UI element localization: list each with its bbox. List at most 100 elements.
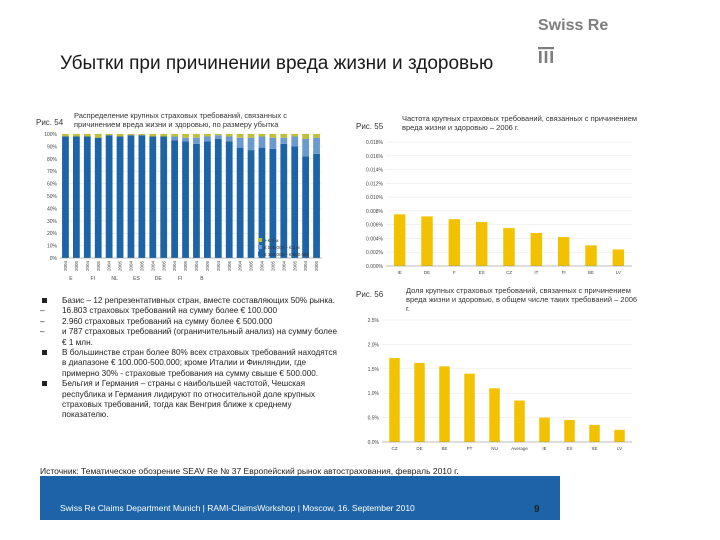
fig54-bar-segment xyxy=(203,141,211,258)
bullet-dash-icon: – xyxy=(40,306,45,316)
fig56-label: Рис. 56 xyxy=(356,290,384,299)
fig54-ytick-label: 80% xyxy=(47,157,58,163)
fig54-bar-segment xyxy=(149,134,157,137)
fig54-group-label: B xyxy=(200,276,204,282)
fig54-group-label: E xyxy=(69,276,73,282)
fig55-xtick-label: CZ xyxy=(506,270,512,275)
fig54-group-label: NL xyxy=(111,276,118,282)
fig56-xtick-label: DE xyxy=(416,446,422,451)
fig54-bar-segment xyxy=(160,134,168,137)
fig54-ytick-label: 70% xyxy=(47,169,58,175)
fig54-bar-segment xyxy=(291,146,299,258)
bullet-item: В большинстве стран более 80% всех страх… xyxy=(40,348,340,379)
bullet-text: 2.960 страховых требований на сумму боле… xyxy=(62,316,273,326)
fig54-bar-segment xyxy=(269,148,277,258)
fig54-bar-segment xyxy=(313,134,320,138)
bullet-text: 16.803 страховых требований на сумму бол… xyxy=(62,306,277,316)
fig54-bar-segment xyxy=(269,134,277,138)
fig56-xtick-label: LV xyxy=(617,446,622,451)
fig55-ytick-label: 0.016% xyxy=(366,154,384,160)
fig54-caption: Распределение крупных страховых требован… xyxy=(74,111,287,129)
fig54-bar-segment xyxy=(94,134,102,138)
fig54-xtick-label: 2005 xyxy=(96,261,101,272)
fig54-bar-segment xyxy=(214,134,222,136)
fig54-xtick-label: 2005 xyxy=(270,261,275,272)
fig56-xtick-label: PT xyxy=(467,446,473,451)
fig54-bar-segment xyxy=(127,135,135,258)
fig54-bar-segment xyxy=(258,147,266,258)
fig54-ytick-label: 50% xyxy=(47,194,58,200)
fig55-ytick-label: 0.012% xyxy=(366,181,384,187)
fig54-bar-segment xyxy=(182,137,189,142)
fig55-ytick-label: 0.004% xyxy=(366,236,384,242)
fig54-xtick-label: 2004 xyxy=(260,261,265,272)
fig54-bar-segment xyxy=(116,136,124,258)
fig55-ytick-label: 0.010% xyxy=(366,195,384,201)
fig55-ytick-label: 0.018% xyxy=(366,140,384,146)
fig54-xtick-label: 2005 xyxy=(249,261,254,272)
fig54-bar-segment xyxy=(247,137,255,151)
fig54-xtick-label: 2004 xyxy=(63,261,68,272)
fig54-bar-segment xyxy=(280,137,288,144)
fig55-bar xyxy=(530,232,543,266)
fig54-ytick-label: 90% xyxy=(47,144,58,150)
fig54-ytick-label: 40% xyxy=(47,206,58,212)
fig55-ytick-label: 0.002% xyxy=(366,250,384,256)
fig55-bar xyxy=(585,245,597,266)
fig55-xtick-label: IE xyxy=(398,270,402,275)
fig54-bar-segment xyxy=(72,134,80,137)
fig54-group-label: ES xyxy=(133,276,140,282)
fig56-ytick-label: 2.0% xyxy=(368,342,380,348)
bullet-square-icon xyxy=(40,348,54,358)
page-title: Убытки при причинении вреда жизни и здор… xyxy=(60,53,494,74)
fig54-bar-segment xyxy=(171,140,179,258)
fig54-xtick-label: 2004 xyxy=(194,261,199,272)
fig54-bar-segment xyxy=(247,134,255,138)
fig54-xtick-label: 2005 xyxy=(183,261,188,272)
fig54-bar-segment xyxy=(214,138,222,258)
fig56-xtick-label: Average xyxy=(511,446,528,451)
fig56-xtick-label: ES xyxy=(566,446,572,451)
fig56-chart: 0.0% 0.5% 1.0% 1.5% 2.0% 2.5% CZ DE BE PT NU Averag… xyxy=(368,318,632,451)
fig56-bar xyxy=(464,373,475,442)
fig54-bar-segment xyxy=(193,137,200,144)
fig54-bar-segment xyxy=(313,153,320,258)
fig56-caption: Доля крупных страховых требований, связа… xyxy=(406,286,638,313)
fig54-bar-segment xyxy=(225,141,233,258)
footer-text: Swiss Re Claims Department Munich | RAMI… xyxy=(60,503,415,513)
fig54-xtick-label: 2004 xyxy=(216,261,221,272)
fig55-ytick-label: 0.014% xyxy=(366,168,384,174)
fig55-xtick-label: DE xyxy=(424,270,430,275)
bullet-text: Базис – 12 репрезентативных стран, вмест… xyxy=(62,296,335,305)
fig54-xtick-label: 2005 xyxy=(118,261,123,272)
fig56-ytick-label: 0.0% xyxy=(368,440,380,446)
fig54-group-label: FI xyxy=(178,276,182,282)
fig54-group-label: DE xyxy=(155,276,163,282)
fig54-bar-segment xyxy=(280,134,288,138)
fig54-bar-segment xyxy=(72,136,80,258)
fig56-xtick-label: NU xyxy=(491,446,498,451)
bullet-item: Базис – 12 репрезентативных стран, вмест… xyxy=(40,296,340,306)
bullet-text: Бельгия и Германия – страны с наибольшей… xyxy=(62,379,316,420)
bullet-list: Базис – 12 репрезентативных стран, вмест… xyxy=(40,296,340,421)
fig54-bar-segment xyxy=(182,141,189,258)
bullet-text: В большинстве стран более 80% всех страх… xyxy=(62,348,337,378)
footer-bar: Swiss Re Claims Department Munich | RAMI… xyxy=(40,476,560,520)
fig56-bar xyxy=(539,417,550,442)
fig54-bar-segment xyxy=(62,136,69,258)
fig54-bar-segment xyxy=(193,134,200,138)
bullet-text: и 787 страховых требований (ограничитель… xyxy=(62,327,338,347)
fig54-bar-segment xyxy=(105,135,113,258)
source-note: Источник: Тематическое обозрение SEAV Re… xyxy=(40,466,459,476)
fig54-xtick-label: 2004 xyxy=(85,261,90,272)
fig54-bar-segment xyxy=(105,134,113,136)
fig54-xtick-label: 2005 xyxy=(205,261,210,272)
fig54-bar-segment xyxy=(269,137,277,149)
fig54-bar-segment xyxy=(302,138,310,157)
fig54-bar-segment xyxy=(280,143,288,258)
fig55-xtick-label: IT xyxy=(534,270,538,275)
fig54-legend-label: € 100.000 – € 500.000 xyxy=(264,252,310,257)
fig56-bar xyxy=(439,366,450,442)
fig55-xtick-label: ES xyxy=(479,270,485,275)
fig54-legend-swatch xyxy=(258,238,262,242)
